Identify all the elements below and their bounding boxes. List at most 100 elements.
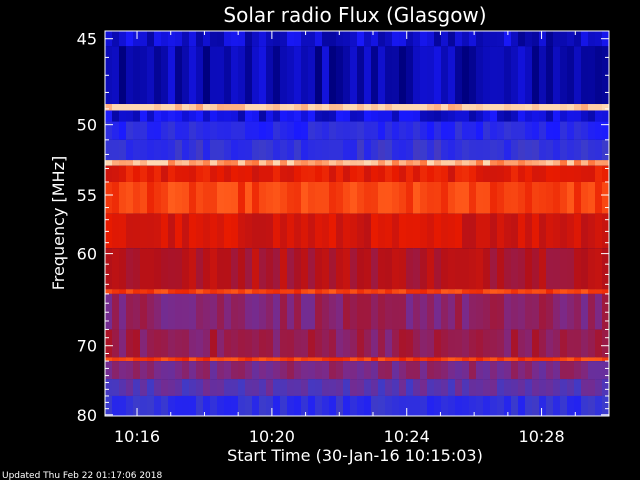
heatmap-cell <box>462 121 470 140</box>
heatmap-cell <box>378 31 386 47</box>
heatmap-cell <box>133 395 141 416</box>
heatmap-cell <box>392 289 400 294</box>
heatmap-cell <box>595 248 603 290</box>
heatmap-cell <box>441 213 449 249</box>
heatmap-cell <box>210 110 218 122</box>
heatmap-cell <box>511 379 519 396</box>
heatmap-cell <box>350 329 358 358</box>
heatmap-cell <box>168 121 176 140</box>
heatmap-cell <box>175 248 183 290</box>
heatmap-cell <box>140 361 148 380</box>
heatmap-cell <box>301 46 309 105</box>
heatmap-cell <box>259 289 267 294</box>
heatmap-cell <box>420 357 428 362</box>
heatmap-cell <box>189 248 197 290</box>
heatmap-cell <box>371 139 379 161</box>
heatmap-cell <box>280 289 288 294</box>
heatmap-cell <box>539 160 547 166</box>
heatmap-cell <box>350 104 358 111</box>
heatmap-cell <box>364 248 372 290</box>
heatmap-cell <box>224 293 232 330</box>
heatmap-cell <box>294 31 302 47</box>
heatmap-cell <box>210 165 218 182</box>
heatmap-cell <box>399 395 407 416</box>
heatmap-cell <box>427 181 435 214</box>
heatmap-cell <box>210 104 218 111</box>
heatmap-cell <box>238 31 246 47</box>
heatmap-cell <box>119 46 127 105</box>
heatmap-cell <box>413 165 421 182</box>
heatmap-cell <box>203 110 211 122</box>
heatmap-cell <box>336 165 344 182</box>
heatmap-cell <box>588 293 596 330</box>
heatmap-cell <box>147 357 155 362</box>
heatmap-cell <box>427 160 435 166</box>
heatmap-cell <box>224 213 232 249</box>
heatmap-cell <box>490 395 498 416</box>
heatmap-cell <box>308 31 316 47</box>
heatmap-cell <box>518 395 526 416</box>
plot-frame <box>104 30 610 417</box>
heatmap-cell <box>259 181 267 214</box>
heatmap-cell <box>112 248 120 290</box>
heatmap-cell <box>602 181 610 214</box>
heatmap-cell <box>133 379 141 396</box>
heatmap-cell <box>273 395 281 416</box>
heatmap-cell <box>266 248 274 290</box>
heatmap-cell <box>413 46 421 105</box>
heatmap-cell <box>469 121 477 140</box>
y-tick-label: 55 <box>77 186 97 205</box>
heatmap-cell <box>245 181 253 214</box>
heatmap-cell <box>581 213 589 249</box>
heatmap-cell <box>126 248 134 290</box>
heatmap-cell <box>168 293 176 330</box>
heatmap-cell <box>252 213 260 249</box>
heatmap-cell <box>427 104 435 111</box>
heatmap-cell <box>217 248 225 290</box>
heatmap-cell <box>560 181 568 214</box>
heatmap-cell <box>497 289 505 294</box>
heatmap-cell <box>301 31 309 47</box>
heatmap-cell <box>350 248 358 290</box>
heatmap-cell <box>441 361 449 380</box>
heatmap-cell <box>245 31 253 47</box>
heatmap-cell <box>119 248 127 290</box>
heatmap-cell <box>231 213 239 249</box>
heatmap-cell <box>119 289 127 294</box>
heatmap-cell <box>343 110 351 122</box>
heatmap-cell <box>294 139 302 161</box>
heatmap-cell <box>532 329 540 358</box>
heatmap-cell <box>378 104 386 111</box>
heatmap-cell <box>112 181 120 214</box>
heatmap-cell <box>560 361 568 380</box>
heatmap-cell <box>259 165 267 182</box>
heatmap-cell <box>343 139 351 161</box>
heatmap-cell <box>385 248 393 290</box>
heatmap-cell <box>399 160 407 166</box>
heatmap-cell <box>483 139 491 161</box>
heatmap-cell <box>119 121 127 140</box>
heatmap-cell <box>294 293 302 330</box>
x-axis-label: Start Time (30-Jan-16 10:15:03) <box>227 446 483 465</box>
heatmap-cell <box>469 289 477 294</box>
heatmap-cell <box>462 213 470 249</box>
heatmap-cell <box>532 213 540 249</box>
heatmap-cell <box>378 329 386 358</box>
heatmap-cell <box>182 110 190 122</box>
heatmap-cell <box>399 31 407 47</box>
heatmap-cell <box>126 121 134 140</box>
heatmap-cell <box>133 46 141 105</box>
heatmap-cell <box>105 165 113 182</box>
heatmap-cell <box>532 46 540 105</box>
heatmap-cell <box>511 293 519 330</box>
heatmap-cell <box>441 248 449 290</box>
heatmap-cell <box>567 213 575 249</box>
heatmap-cell <box>560 293 568 330</box>
heatmap-cell <box>217 293 225 330</box>
heatmap-cell <box>287 293 295 330</box>
heatmap-cell <box>455 121 463 140</box>
heatmap-cell <box>469 104 477 111</box>
heatmap-cell <box>175 165 183 182</box>
heatmap-cell <box>308 165 316 182</box>
heatmap-cell <box>350 395 358 416</box>
